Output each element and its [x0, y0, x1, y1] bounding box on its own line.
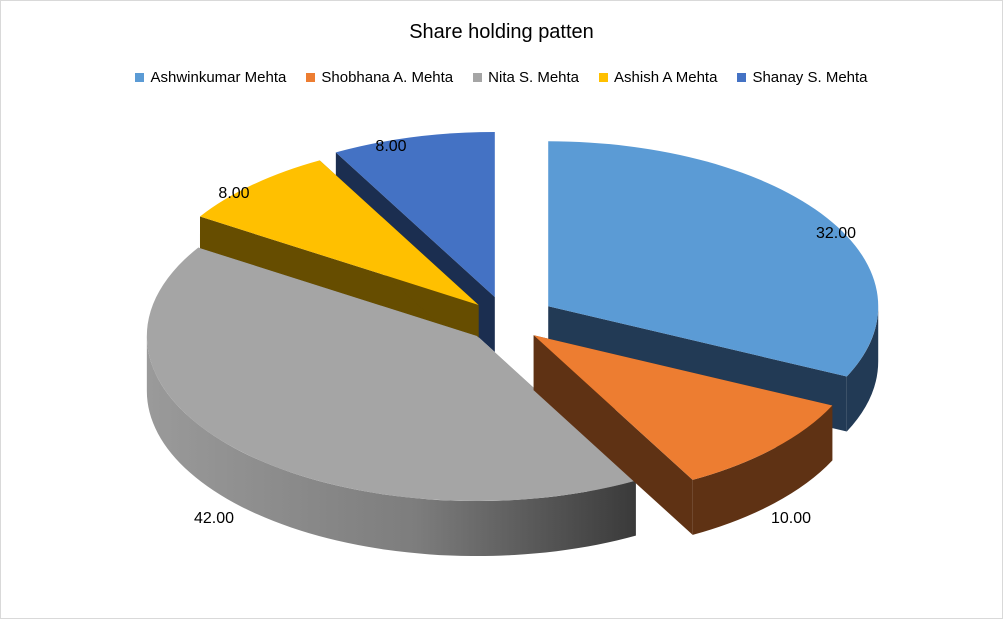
legend-item-nita: Nita S. Mehta: [473, 69, 579, 86]
pie-slice: [146, 247, 636, 557]
legend: Ashwinkumar Mehta Shobhana A. Mehta Nita…: [1, 69, 1002, 86]
slice-side: [146, 336, 636, 557]
legend-item-shobhana: Shobhana A. Mehta: [306, 69, 453, 86]
data-label: 10.00: [771, 510, 811, 527]
data-label: 32.00: [816, 225, 856, 242]
slice-side: [846, 306, 879, 432]
slice-wall: [533, 335, 693, 535]
legend-label: Ashish A Mehta: [614, 69, 718, 86]
legend-swatch: [737, 73, 747, 82]
legend-swatch: [306, 73, 316, 82]
slice-top: [533, 335, 833, 480]
data-label: 8.00: [218, 185, 249, 202]
legend-swatch: [473, 73, 483, 82]
legend-item-shanay: Shanay S. Mehta: [737, 69, 868, 86]
data-label: 8.00: [375, 138, 406, 155]
legend-label: Shanay S. Mehta: [752, 69, 868, 86]
legend-label: Ashwinkumar Mehta: [150, 69, 287, 86]
chart-title: Share holding patten: [409, 21, 594, 43]
slice-side: [692, 405, 833, 535]
legend-swatch: [599, 73, 609, 82]
data-label: 42.00: [194, 510, 234, 527]
legend-item-ashish: Ashish A Mehta: [599, 69, 717, 86]
pie-slice: [533, 335, 833, 535]
legend-item-ashwinkumar: Ashwinkumar Mehta: [135, 69, 286, 86]
slice-top: [548, 141, 879, 377]
slice-top: [146, 247, 636, 502]
legend-label: Shobhana A. Mehta: [321, 69, 454, 86]
slice-top: [199, 160, 479, 305]
legend-label: Nita S. Mehta: [488, 69, 580, 86]
slice-top: [335, 132, 495, 298]
legend-swatch: [135, 73, 145, 82]
